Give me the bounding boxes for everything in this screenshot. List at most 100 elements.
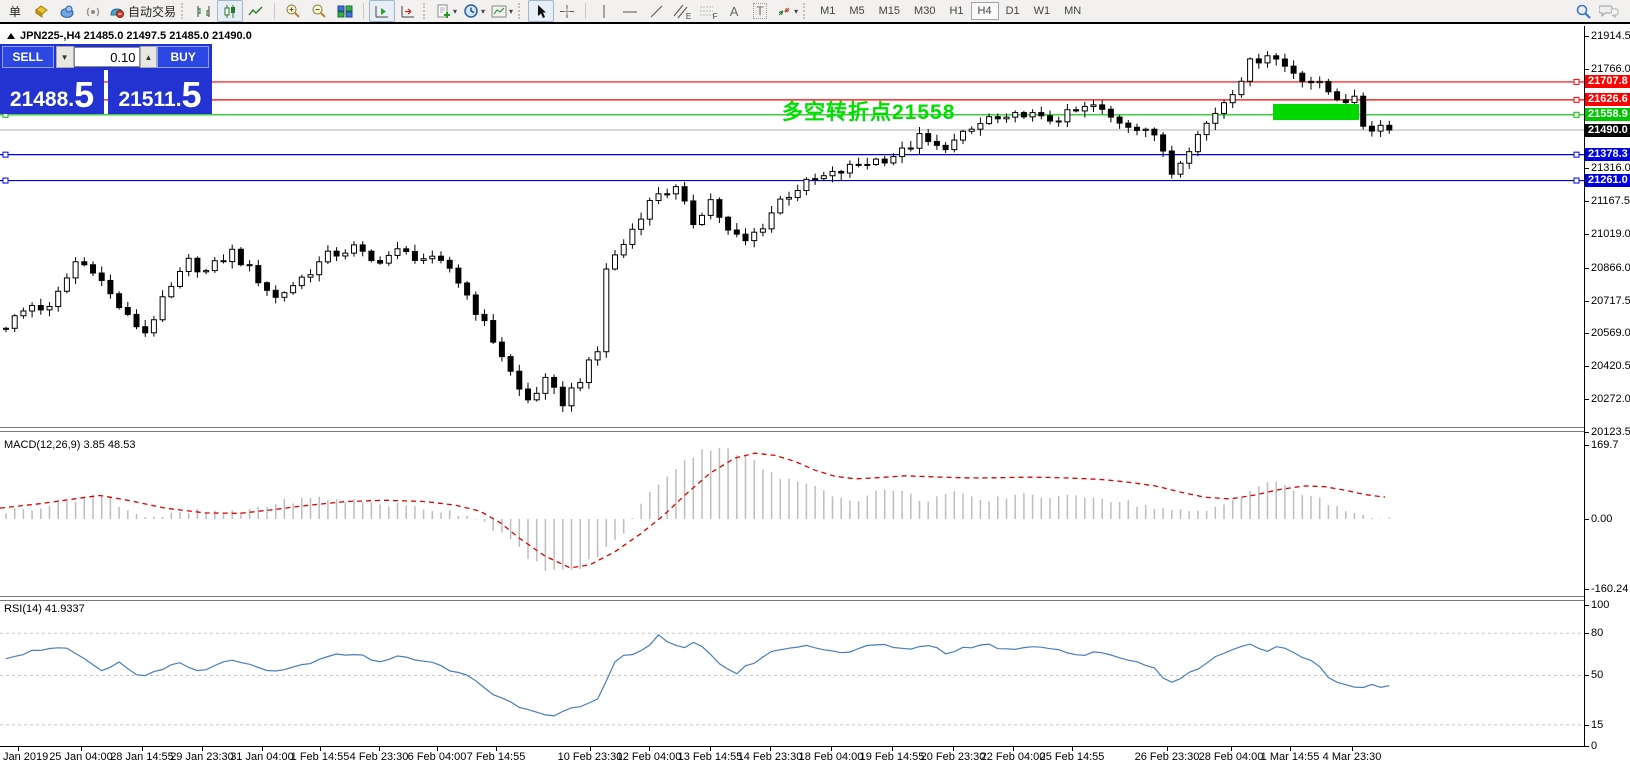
time-axis-label: 31 Jan 04:00 — [230, 751, 294, 763]
price-axis-tick-label: 21766.0 — [1591, 63, 1630, 76]
volume-decrease-button[interactable]: ▼ — [55, 46, 74, 68]
rsi-axis-tick-label: 50 — [1591, 669, 1604, 682]
zoom-in-button[interactable] — [280, 0, 306, 22]
time-axis-label: 1 Feb 14:55 — [290, 751, 350, 763]
fibonacci-tool[interactable]: F — [695, 0, 721, 22]
volume-increase-button[interactable]: ▲ — [139, 46, 158, 68]
toolbar-gripper — [518, 3, 524, 19]
dropdown-caret-icon: ▾ — [794, 6, 799, 16]
new-order-button[interactable]: 单 — [8, 4, 21, 19]
pane-splitter-macd[interactable] — [0, 427, 1584, 432]
time-axis-tick — [1231, 747, 1232, 751]
macd-axis-tick — [1584, 588, 1589, 590]
pane-splitter-rsi[interactable] — [0, 596, 1584, 601]
rsi-axis-tick — [1584, 633, 1589, 635]
price-axis-tick-label: 21914.5 — [1591, 30, 1630, 43]
time-axis-label: 26 Feb 23:30 — [1134, 751, 1200, 763]
time-axis-tick — [953, 747, 954, 751]
crosshair-button[interactable] — [554, 0, 580, 22]
toolbar-separator — [363, 3, 365, 19]
rsi-axis-tick — [1584, 724, 1589, 726]
toolbar-gripper — [423, 3, 429, 19]
time-axis-tick — [262, 747, 263, 751]
price-axis-tick — [1584, 69, 1589, 71]
chat-icon[interactable] — [1596, 0, 1622, 22]
buy-price[interactable]: 21511. 5 — [108, 70, 212, 114]
time-axis-tick — [496, 747, 497, 751]
zoom-out-button[interactable] — [306, 0, 332, 22]
chart-shift-button[interactable] — [395, 0, 421, 22]
autotrading-label: 自动交易 — [128, 4, 177, 19]
search-icon[interactable] — [1570, 0, 1596, 22]
price-axis-tick-label: 21316.0 — [1591, 162, 1630, 175]
signal-icon[interactable] — [80, 0, 106, 22]
time-axis-label: 19 Feb 14:55 — [859, 751, 925, 763]
toolbar-separator — [274, 3, 276, 19]
chart-annotation-text: 多空转折点21558 — [782, 101, 956, 124]
templates-button[interactable]: ▾ — [488, 0, 516, 22]
price-line-label: 21490.0 — [1585, 123, 1630, 137]
macd-axis-tick — [1584, 445, 1589, 447]
time-axis-label: 20 Feb 23:30 — [920, 751, 986, 763]
time-axis-tick — [649, 747, 650, 751]
horizontal-line-tool[interactable] — [617, 0, 643, 22]
arrows-tool[interactable]: ▾ — [773, 0, 801, 22]
price-axis-tick-label: 20272.0 — [1591, 392, 1630, 405]
timeframe-button-w1[interactable]: W1 — [1033, 5, 1051, 17]
tile-windows-button[interactable] — [332, 0, 358, 22]
price-axis-tick — [1584, 333, 1589, 335]
time-axis-label: 4 Feb 23:30 — [349, 751, 409, 763]
price-axis-tick-label: 20123.5 — [1591, 425, 1630, 438]
time-axis-label: 25 Jan 04:00 — [49, 751, 113, 763]
time-axis-label: 28 Jan 14:55 — [110, 751, 174, 763]
periods-button[interactable]: ▾ — [460, 0, 488, 22]
indicators-button[interactable]: ▾ — [433, 0, 460, 22]
timeframe-button-mn[interactable]: MN — [1064, 5, 1082, 17]
gold-icon[interactable] — [28, 0, 54, 22]
trendline-tool[interactable] — [643, 0, 669, 22]
timeframe-button-h1[interactable]: H1 — [949, 5, 964, 17]
autoscroll-button[interactable] — [369, 0, 396, 22]
timeframe-button-m1[interactable]: M1 — [820, 5, 836, 17]
time-axis-tick — [1167, 747, 1168, 751]
chart-symbol-title: JPN225-,H4 21485.0 21497.5 21485.0 21490… — [7, 30, 252, 42]
timeframe-button-d1[interactable]: D1 — [1005, 5, 1020, 17]
text-label-glyph: T — [753, 3, 767, 19]
text-label-tool[interactable]: T — [747, 0, 773, 22]
line-chart-button[interactable] — [243, 0, 269, 22]
collapse-triangle-icon[interactable] — [7, 33, 15, 39]
price-axis-tick-label: 21019.0 — [1591, 227, 1630, 240]
rsi-axis-tick — [1584, 746, 1589, 747]
candlestick-chart-button[interactable] — [217, 0, 244, 22]
text-tool-glyph: A — [729, 3, 739, 19]
sell-button[interactable]: SELL — [2, 46, 54, 68]
timeframe-button-m30[interactable]: M30 — [914, 5, 936, 17]
time-axis-label: 12 Feb 04:00 — [616, 751, 682, 763]
macd-axis-tick — [1584, 519, 1589, 520]
channel-tool-subscript: E — [685, 12, 692, 21]
time-axis-label: 25 Feb 14:55 — [1039, 751, 1105, 763]
symbol-title-text: JPN225-,H4 21485.0 21497.5 21485.0 21490… — [20, 30, 252, 42]
text-tool[interactable]: A — [721, 0, 747, 22]
time-axis-label: 22 Feb 04:00 — [980, 751, 1046, 763]
autotrading-button[interactable]: 自动交易 — [106, 0, 179, 22]
price-line-label: 21707.8 — [1585, 75, 1630, 89]
price-axis-line — [1584, 26, 1585, 746]
time-axis-label: 18 Feb 04:00 — [798, 751, 864, 763]
cursor-button[interactable] — [528, 0, 555, 22]
vertical-line-tool[interactable] — [591, 0, 617, 22]
timeframe-button-m5[interactable]: M5 — [849, 5, 865, 17]
rsi-axis-tick-label: 100 — [1591, 598, 1610, 611]
timeframe-button-m15[interactable]: M15 — [878, 5, 901, 17]
bar-chart-button[interactable] — [191, 0, 217, 22]
price-axis-tick — [1584, 233, 1589, 235]
profile-icon[interactable] — [54, 0, 80, 22]
toolbar-separator — [585, 3, 587, 19]
sell-price[interactable]: 21488. 5 — [0, 70, 104, 114]
volume-input[interactable] — [73, 47, 140, 67]
buy-button[interactable]: BUY — [157, 46, 209, 68]
toolbar-gripper — [181, 3, 187, 19]
channel-tool[interactable]: E — [669, 0, 695, 22]
timeframe-button-h4[interactable]: H4 — [970, 2, 999, 20]
